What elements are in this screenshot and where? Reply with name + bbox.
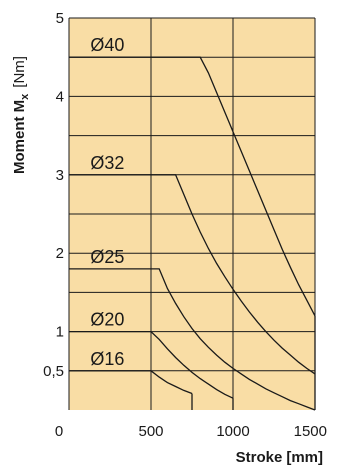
series-lines xyxy=(69,56,316,411)
y-tick-labels: 0,5 1 2 3 4 5 xyxy=(43,10,64,380)
series-labels: Ø40 Ø32 Ø25 Ø20 Ø16 xyxy=(90,35,124,369)
y-tick-label: 0,5 xyxy=(43,363,64,380)
y-axis-label: Moment Mx [Nm] xyxy=(11,56,31,174)
series-line-0 xyxy=(69,56,316,317)
y-tick-label: 1 xyxy=(56,324,64,341)
series-line-2 xyxy=(69,268,316,411)
y-axis-label-unit: [Nm] xyxy=(11,56,28,88)
y-tick-label: 3 xyxy=(56,167,64,184)
x-tick-label: 1000 xyxy=(216,423,249,440)
x-tick-label: 500 xyxy=(138,423,163,440)
y-tick-label: 4 xyxy=(56,88,64,105)
x-axis-label-unit: [mm] xyxy=(286,449,323,466)
series-label-1: Ø32 xyxy=(90,153,124,173)
y-axis-label-bold: Moment M xyxy=(11,100,28,174)
y-tick-label: 2 xyxy=(56,245,64,262)
series-line-4 xyxy=(69,370,193,395)
series-label-4: Ø16 xyxy=(90,349,124,369)
y-tick-label: 5 xyxy=(56,10,64,27)
series-label-0: Ø40 xyxy=(90,35,124,55)
series-label-2: Ø25 xyxy=(90,247,124,267)
x-axis-label: Stroke [mm] xyxy=(236,449,323,466)
series-line-1 xyxy=(69,174,316,375)
stroke-limit-lines xyxy=(191,315,316,410)
series-line-3 xyxy=(69,330,234,399)
x-tick-labels: 0 500 1000 1500 xyxy=(55,423,327,440)
x-axis-label-bold: Stroke xyxy=(236,449,283,466)
y-axis-label-sub: x xyxy=(19,93,31,100)
x-tick-label: 1500 xyxy=(294,423,327,440)
x-tick-label: 0 xyxy=(55,423,63,440)
series-label-3: Ø20 xyxy=(90,310,124,330)
